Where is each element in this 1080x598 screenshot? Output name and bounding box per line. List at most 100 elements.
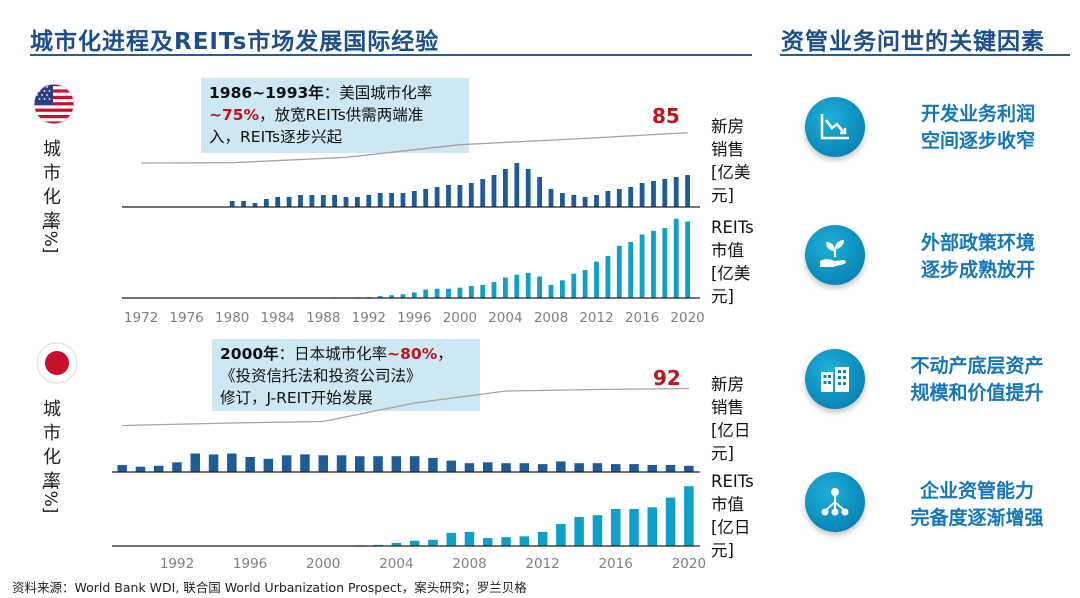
us-sales-bar <box>605 191 611 207</box>
factor-3: 不动产底层资产 规模和价值提升 <box>882 353 1072 407</box>
us-urbanization-label-char: 率 <box>43 211 61 232</box>
network-glyph <box>821 488 849 516</box>
us-sales-bar <box>628 187 634 207</box>
us-sales-bar <box>309 195 315 207</box>
jp-x-tick-label: 2008 <box>452 556 486 572</box>
jp-sales-bar <box>537 464 548 472</box>
declining-chart-glyph <box>820 114 849 140</box>
us-urbanization-label-char: 城 <box>43 139 61 160</box>
jp-sales-bar <box>373 456 383 472</box>
jp-sales-bar <box>227 453 237 472</box>
us-chart: 1972 1976 1980 1984 1988 1992 1996 2000 2004 2008… <box>122 132 705 326</box>
jp-sales-bar <box>172 462 182 472</box>
us-x-tick-label: 2020 <box>670 310 704 326</box>
jp-sales-bar <box>665 465 676 472</box>
jp-x-tick-label: 2000 <box>306 556 340 572</box>
jp-sales-bar <box>245 457 255 472</box>
jp-reits-bar <box>483 538 493 546</box>
us-sales-bar <box>229 201 235 207</box>
jp-sales-bar <box>464 463 475 472</box>
us-reits-bar <box>673 218 679 298</box>
title-rule-left <box>30 54 752 56</box>
jp-sales-bar <box>556 461 566 472</box>
us-reits-bar <box>537 276 542 298</box>
us-callout-title: 1986~1993年 <box>209 84 324 102</box>
us-reits-bar <box>628 242 634 298</box>
jp-sales-bar <box>409 456 420 472</box>
jp-x-tick-label: 2012 <box>525 556 559 572</box>
factor-4: 企业资管能力 完备度逐渐增强 <box>882 478 1072 532</box>
jp-x-tick-label: 2004 <box>379 556 413 572</box>
us-reits-bar <box>639 234 645 298</box>
us-x-tick-label: 1976 <box>169 310 203 326</box>
jp-sales-bar <box>519 463 530 472</box>
jp-sales-bar <box>190 453 200 472</box>
us-reits-bar <box>662 228 668 298</box>
us-reits-bar <box>548 284 554 298</box>
factor-1: 开发业务利润 空间逐步收窄 <box>888 101 1068 155</box>
jp-sales-bar <box>629 464 639 472</box>
jp-reits-bar <box>684 486 694 546</box>
jp-sales-unit-line: 新房 <box>711 375 744 394</box>
us-reits-bar <box>685 221 690 298</box>
us-reits-unit: REITs 市值 [亿美 元] <box>711 216 771 308</box>
buildings-icon <box>805 349 865 409</box>
factor-2: 外部政策环境 逐步成熟放开 <box>888 230 1068 284</box>
jp-reits-unit-line: 元] <box>711 541 734 560</box>
us-urbanization-label: 城市化率 <box>40 138 64 234</box>
jp-urbanization-label-char: 城 <box>43 399 61 420</box>
factor-2-line-1: 外部政策环境 <box>920 232 1035 254</box>
jp-sales-bar <box>428 457 438 472</box>
jp-sales-unit-line: 销售 <box>711 398 744 417</box>
jp-callout: 2000年：日本城市化率~80%， 《投资信托法和投资公司法》 修订，J-REI… <box>212 339 480 411</box>
jp-sales-bar <box>300 454 310 472</box>
us-sales-bar <box>411 191 417 207</box>
us-reits-unit-line: REITs <box>711 218 754 237</box>
us-reits-bar <box>503 277 508 298</box>
us-callout-text-1: ，放宽REITs供需两端准 <box>259 106 424 124</box>
jp-reits-bar <box>537 531 548 546</box>
us-reits-bar <box>377 296 383 298</box>
jp-sales-bar <box>684 465 694 472</box>
japan-flag-icon <box>36 342 78 384</box>
factor-4-line-1: 企业资管能力 <box>919 480 1034 502</box>
jp-sales-bar <box>483 462 493 472</box>
us-sales-bar <box>286 197 292 207</box>
jp-sales-bar <box>592 463 603 472</box>
jp-reits-bar <box>409 540 420 546</box>
jp-sales-bar <box>263 458 274 472</box>
jp-sales-bar <box>318 455 328 472</box>
us-reits-bar <box>400 294 406 298</box>
jp-sales-bar <box>117 465 127 472</box>
us-reits-bar <box>616 245 622 298</box>
us-reits-bar <box>480 284 486 298</box>
jp-sales-bar <box>355 456 365 472</box>
us-sales-bar <box>560 193 565 207</box>
jp-sales-unit-line: 元] <box>711 444 734 463</box>
jp-callout-tail: ， <box>437 345 453 363</box>
us-sales-bar <box>491 175 497 207</box>
us-reits-unit-line: 元] <box>711 287 734 306</box>
us-callout: 1986~1993年：美国城市化率 ~75%，放宽REITs供需两端准 入，RE… <box>201 78 469 153</box>
us-sales-bar <box>298 195 303 207</box>
jp-urbanization-label-char: 化 <box>43 447 61 468</box>
us-sales-bar <box>548 189 554 207</box>
us-sales-unit: 新房 销售 [亿美 元] <box>711 115 771 207</box>
us-reits-bar <box>468 285 474 298</box>
us-reits-unit-line: [亿美 <box>711 264 751 283</box>
us-sales-bar <box>457 185 463 207</box>
us-x-tick-label: 1988 <box>306 310 340 326</box>
us-sales-bar <box>355 197 360 207</box>
jp-reits-unit-line: 市值 <box>711 495 744 514</box>
jp-x-tick-label: 1996 <box>233 556 267 572</box>
jp-reits-bar <box>501 537 511 546</box>
network-icon <box>805 472 865 532</box>
buildings-glyph <box>821 367 849 392</box>
us-x-tick-label: 2000 <box>443 310 477 326</box>
factor-4-line-2: 完备度逐渐增强 <box>910 507 1044 529</box>
us-sales-bar <box>366 195 372 207</box>
jp-reits-bar <box>629 509 639 546</box>
us-reits-bar <box>434 288 440 298</box>
us-sales-bar <box>662 179 668 207</box>
us-reits-bar <box>491 282 497 298</box>
